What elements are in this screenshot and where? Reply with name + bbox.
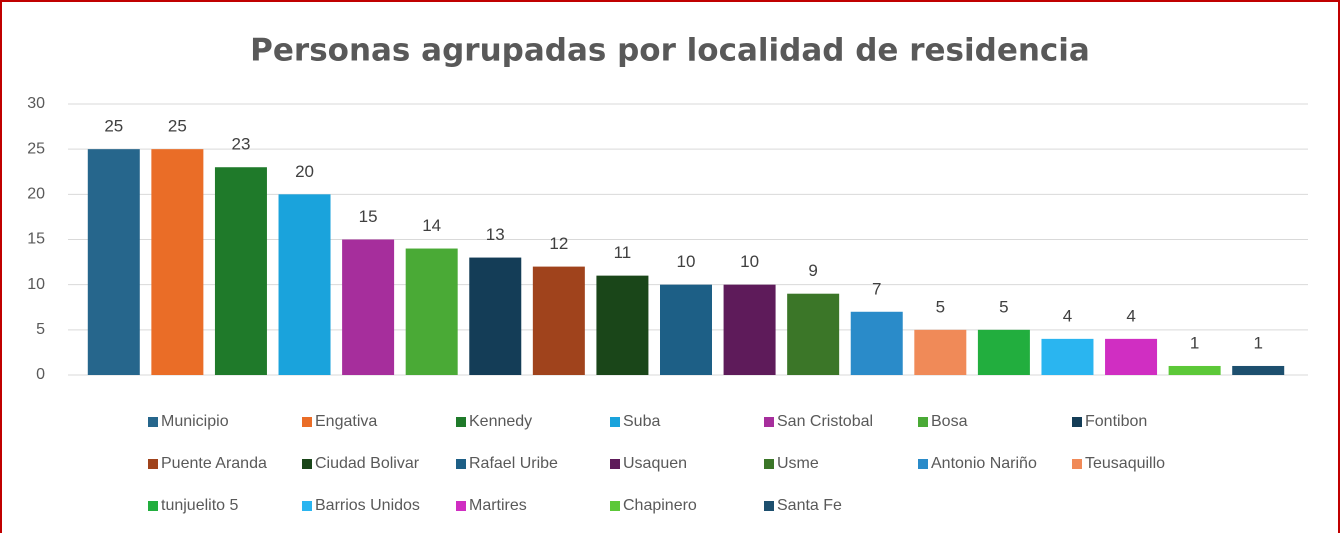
bar <box>660 284 712 375</box>
bar <box>1041 338 1094 375</box>
data-label: 5 <box>999 297 1008 316</box>
legend-swatch <box>302 417 312 427</box>
legend-swatch <box>148 417 158 427</box>
legend-label: Martires <box>469 497 527 514</box>
data-label: 1 <box>1190 333 1199 352</box>
bar <box>469 257 522 375</box>
data-label: 11 <box>614 243 632 262</box>
legend-label: Rafael Uribe <box>469 455 558 472</box>
legend-label: Kennedy <box>469 413 532 430</box>
bar <box>1105 338 1158 375</box>
data-label: 1 <box>1253 333 1262 352</box>
data-label: 14 <box>422 216 441 235</box>
bar <box>1232 365 1285 375</box>
legend-label: San Cristobal <box>777 413 873 430</box>
y-tick-label: 20 <box>27 186 45 203</box>
legend-swatch <box>610 501 620 511</box>
legend-label: Fontibon <box>1085 413 1147 430</box>
bar <box>914 329 967 375</box>
data-label: 7 <box>872 279 881 298</box>
data-label: 10 <box>740 252 759 271</box>
legend-swatch <box>456 459 466 469</box>
legend-swatch <box>456 417 466 427</box>
legend-label: Bosa <box>931 413 968 430</box>
legend-swatch <box>1072 459 1082 469</box>
bar <box>596 275 649 375</box>
legend-label: Teusaquillo <box>1085 455 1165 472</box>
data-label: 4 <box>1126 306 1135 325</box>
legend-swatch <box>610 417 620 427</box>
bar <box>977 329 1030 375</box>
legend-label: Puente Aranda <box>161 455 267 472</box>
bar <box>87 149 140 375</box>
bar <box>405 248 458 375</box>
y-tick-label: 15 <box>27 231 45 248</box>
legend-label: Usme <box>777 455 819 472</box>
data-label: 25 <box>104 117 123 136</box>
bar <box>1168 365 1221 375</box>
legend-swatch <box>148 459 158 469</box>
legend-swatch <box>1072 417 1082 427</box>
bar <box>723 284 776 375</box>
legend-swatch <box>610 459 620 469</box>
y-tick-label: 0 <box>36 366 45 383</box>
data-label: 10 <box>677 252 696 271</box>
y-tick-label: 5 <box>36 321 45 338</box>
legend-swatch <box>764 417 774 427</box>
y-tick-label: 25 <box>27 140 45 157</box>
legend-swatch <box>764 459 774 469</box>
legend-label: Suba <box>623 413 660 430</box>
bar <box>850 311 903 375</box>
chart-title: Personas agrupadas por localidad de resi… <box>250 33 1090 69</box>
data-label: 23 <box>231 135 250 154</box>
bar <box>532 266 585 375</box>
legend-swatch <box>302 459 312 469</box>
legend-swatch <box>918 459 928 469</box>
legend-swatch <box>148 501 158 511</box>
y-tick-label: 10 <box>27 276 45 293</box>
legend-swatch <box>302 501 312 511</box>
data-label: 9 <box>808 261 817 280</box>
legend-label: Santa Fe <box>777 497 842 514</box>
legend-label: Chapinero <box>623 497 697 514</box>
data-label: 20 <box>295 162 314 181</box>
legend-swatch <box>456 501 466 511</box>
legend-swatch <box>764 501 774 511</box>
legend-label: Engativa <box>315 413 377 430</box>
bar <box>214 167 267 375</box>
data-label: 4 <box>1063 306 1072 325</box>
data-label: 15 <box>359 207 378 226</box>
bar <box>278 194 331 375</box>
bar <box>787 293 840 375</box>
legend-label: tunjuelito 5 <box>161 497 238 514</box>
legend-label: Ciudad Bolivar <box>315 455 420 472</box>
legend-swatch <box>918 417 928 427</box>
data-label: 12 <box>549 234 568 253</box>
legend-label: Usaquen <box>623 455 687 472</box>
legend-label: Antonio Nariño <box>931 455 1037 472</box>
bar <box>342 239 395 375</box>
y-tick-label: 30 <box>27 95 45 112</box>
bar <box>151 149 204 375</box>
data-label: 13 <box>486 225 505 244</box>
legend-label: Municipio <box>161 413 229 430</box>
data-label: 25 <box>168 117 187 136</box>
legend-label: Barrios Unidos <box>315 497 420 514</box>
data-label: 5 <box>936 297 945 316</box>
